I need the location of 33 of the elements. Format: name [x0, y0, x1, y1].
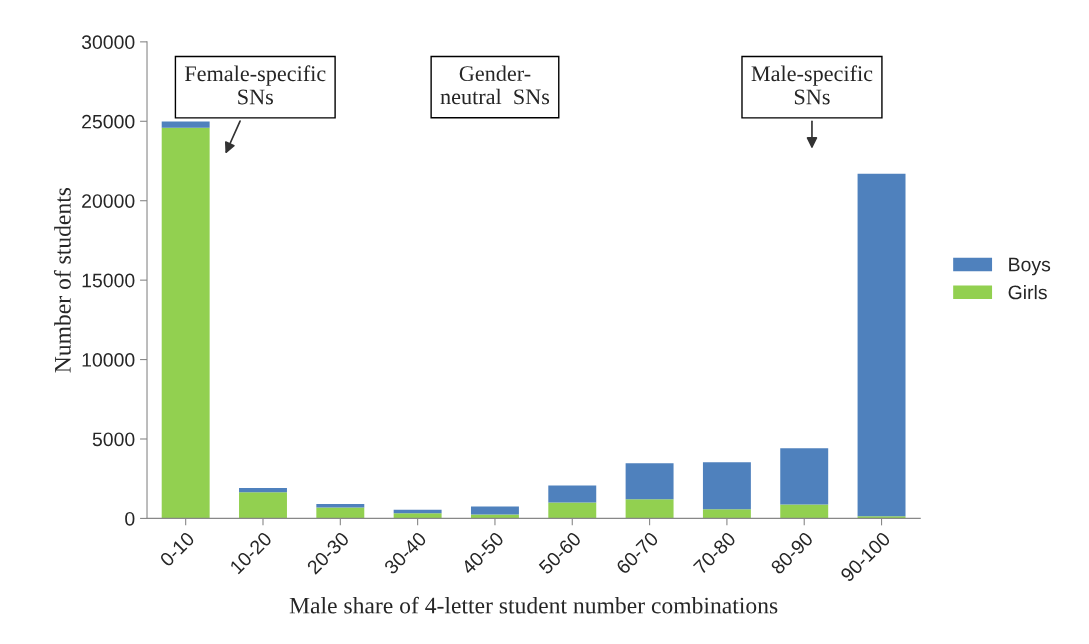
y-tick-label: 15000: [82, 273, 135, 288]
bar: [780, 448, 829, 505]
bar: [702, 509, 751, 519]
bar: [161, 127, 210, 519]
bar: [316, 507, 365, 519]
bar: [625, 499, 674, 519]
bar: [702, 462, 751, 510]
bar: [548, 485, 597, 503]
annotation: Gender- neutral SNs: [440, 65, 550, 105]
annotation: Female-specific SNs: [184, 65, 326, 105]
y-tick-label: 20000: [82, 194, 135, 208]
bar: [780, 504, 829, 519]
x-tick-label: 0-10: [159, 531, 196, 568]
bar: [857, 173, 906, 517]
bar: [161, 121, 210, 128]
bar: [393, 513, 442, 519]
x-axis-title: Male share of 4-letter student number combinations: [289, 596, 778, 614]
bar: [470, 514, 519, 519]
bar: [316, 504, 365, 508]
y-tick-label: 0: [125, 511, 135, 526]
y-tick-label: 30000: [81, 35, 135, 50]
annotation: Male-specific SNs: [751, 65, 873, 105]
bar: [239, 488, 287, 493]
y-tick-label: 5000: [92, 432, 135, 447]
bar: [625, 463, 674, 500]
bar: [239, 492, 287, 519]
bar: [548, 502, 597, 519]
y-axis-title: Number of students: [53, 187, 71, 373]
y-tick-label: 10000: [82, 353, 135, 367]
legend-label: Boys: [1009, 257, 1051, 276]
legend-label: Girls: [1008, 285, 1047, 300]
y-tick-label: 25000: [82, 114, 135, 129]
bar: [857, 516, 906, 519]
